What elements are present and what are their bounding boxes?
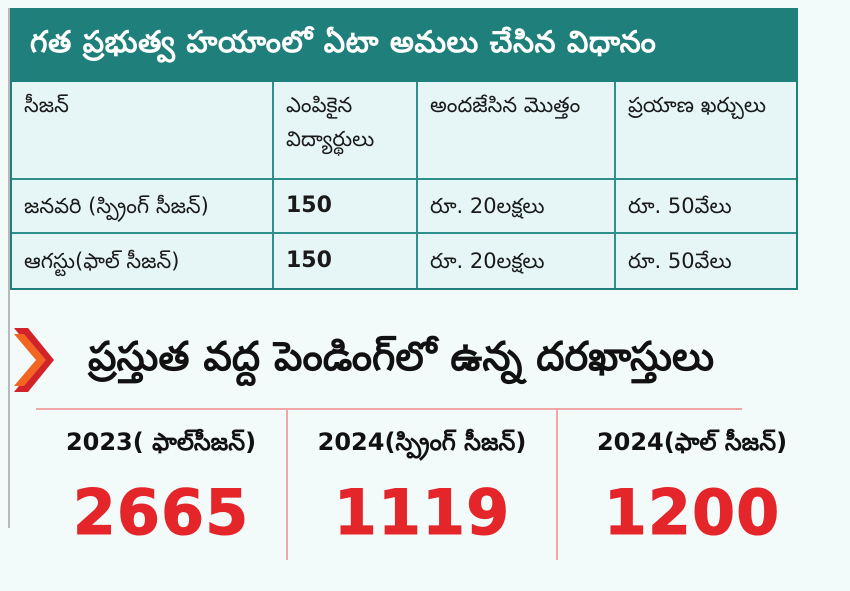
row2-amount: రూ. 20లక్షలు: [418, 234, 616, 288]
stat-label: 2024(ఫాల్ సీజన్): [596, 428, 788, 456]
chevron-right-icon: [14, 328, 54, 392]
table-title: గత ప్రభుత్వ హయాంలో ఏటా అమలు చేసిన విధానం: [12, 10, 796, 82]
row1-students: 150: [274, 180, 418, 234]
stat-value: 2665: [72, 476, 250, 550]
row1-season: జనవరి (స్ప్రింగ్ సీజన్): [12, 180, 274, 234]
row2-season: ఆగస్టు(ఫాల్ సీజన్): [12, 234, 274, 288]
row1-amount: రూ. 20లక్షలు: [418, 180, 616, 234]
scheme-table: గత ప్రభుత్వ హయాంలో ఏటా అమలు చేసిన విధానం…: [10, 8, 798, 290]
header-selected-students: ఎంపికైన విద్యార్థులు: [274, 82, 418, 180]
header-travel-expenses: ప్రయాణ ఖర్చులు: [616, 82, 796, 180]
pending-stats: 2023( ఫాల్‌సీజన్) 2665 2024(స్ప్రింగ్ సీ…: [36, 410, 836, 560]
row2-travel: రూ. 50వేలు: [628, 249, 732, 273]
pending-title: ప్రస్తుత వద్ద పెండింగ్‌లో ఉన్న దరఖాస్తుల…: [88, 334, 715, 380]
stat-2023-fall: 2023( ఫాల్‌సీజన్) 2665: [36, 410, 286, 560]
table-grid-last-row: ఆగస్టు(ఫాల్ సీజన్) 150 రూ. 20లక్షలు రూ. …: [12, 234, 796, 288]
header-season: సీజన్: [12, 82, 274, 180]
stat-label: 2024(స్ప్రింగ్ సీజన్): [317, 428, 527, 456]
divider: [36, 408, 742, 410]
stat-value: 1200: [603, 476, 781, 550]
stat-label: 2023( ఫాల్‌సీజన్): [65, 428, 257, 456]
stat-2024-fall: 2024(ఫాల్ సీజన్) 1200: [556, 410, 826, 560]
row1-travel: రూ. 50వేలు: [616, 180, 796, 234]
stat-2024-spring: 2024(స్ప్రింగ్ సీజన్) 1119: [286, 410, 556, 560]
pending-section-heading: ప్రస్తుత వద్ద పెండింగ్‌లో ఉన్న దరఖాస్తుల…: [0, 320, 850, 400]
stat-value: 1119: [333, 476, 511, 550]
table-grid: సీజన్ ఎంపికైన విద్యార్థులు అందజేసిన మొత్…: [12, 82, 796, 234]
row2-students: 150: [274, 234, 418, 288]
left-rule: [8, 8, 10, 528]
header-amount-given: అందజేసిన మొత్తం: [418, 82, 616, 180]
